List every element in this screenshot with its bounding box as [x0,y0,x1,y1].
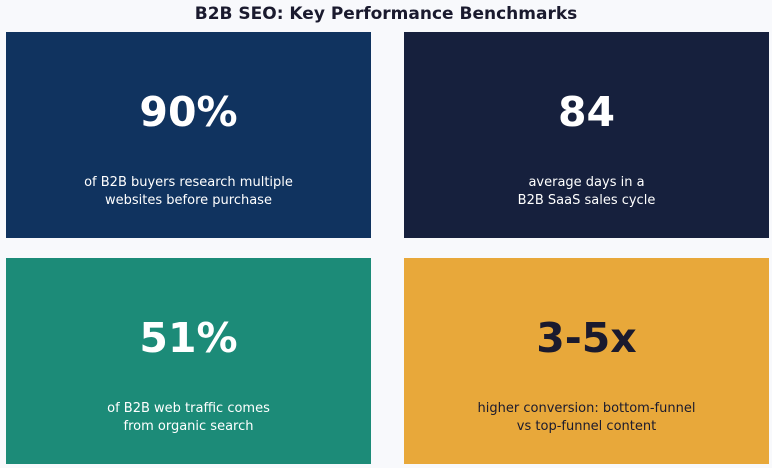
stat-description-line: higher conversion: bottom-funnel [477,401,696,416]
stat-card-sales-cycle: 84 average days in a B2B SaaS sales cycl… [404,32,769,238]
stat-value: 90% [139,88,238,136]
stat-card-organic-traffic: 51% of B2B web traffic comes from organi… [6,258,371,464]
stat-description-line: vs top-funnel content [516,419,657,434]
stat-description: of B2B buyers research multiple websites… [6,174,371,210]
stat-value: 84 [557,88,616,136]
stat-description: of B2B web traffic comes from organic se… [6,400,371,436]
stat-description-line: websites before purchase [105,193,272,208]
stat-description: average days in a B2B SaaS sales cycle [404,174,769,210]
stat-description-line: of B2B web traffic comes [107,401,270,416]
stat-value: 3-5x [536,314,637,362]
stat-description: higher conversion: bottom-funnel vs top-… [404,400,769,436]
stat-description-line: from organic search [123,419,254,434]
stat-description-line: of B2B buyers research multiple [84,175,293,190]
stat-card-buyer-research: 90% of B2B buyers research multiple webs… [6,32,371,238]
page-title: B2B SEO: Key Performance Benchmarks [194,4,578,24]
stat-value: 51% [139,314,238,362]
stat-description-line: average days in a [528,175,645,190]
stat-description-line: B2B SaaS sales cycle [517,193,656,208]
stat-card-conversion: 3-5x higher conversion: bottom-funnel vs… [404,258,769,464]
